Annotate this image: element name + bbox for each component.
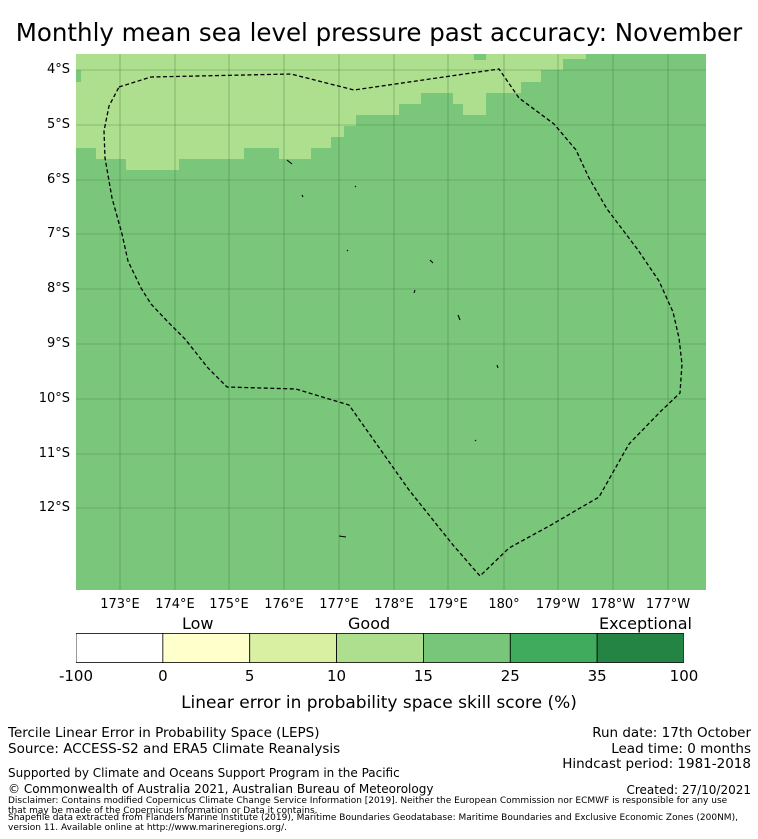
- island: [457, 314, 461, 321]
- colorbar-tick: 25: [500, 667, 520, 685]
- colorbar-segment: [423, 633, 511, 663]
- category-low: Low: [182, 614, 214, 633]
- copyright-text: © Commonwealth of Australia 2021, Austra…: [8, 782, 434, 796]
- colorbar-segment: [509, 633, 598, 663]
- skill-field-notch: [76, 70, 81, 82]
- support-text: Supported by Climate and Oceans Support …: [8, 766, 400, 780]
- island: [413, 289, 416, 294]
- lat-label: 12°S: [38, 500, 70, 515]
- colorbar-tick: 100: [669, 667, 699, 685]
- colorbar-tick: 10: [327, 667, 347, 685]
- lead-time: Lead time: 0 months: [611, 741, 751, 757]
- lon-label: 177°E: [319, 597, 359, 612]
- island: [354, 185, 357, 188]
- island: [429, 259, 434, 264]
- island: [286, 159, 293, 165]
- lon-label: 173°E: [100, 597, 140, 612]
- disclaimer-line-1: Disclaimer: Contains modified Copernicus…: [8, 796, 728, 806]
- skill-field-notch: [474, 54, 486, 60]
- colorbar-tick: 15: [413, 667, 433, 685]
- lat-label: 11°S: [38, 446, 70, 461]
- island: [346, 249, 349, 252]
- category-good: Good: [348, 614, 391, 633]
- lon-label: 179°E: [428, 597, 468, 612]
- colorbar-segment: [76, 633, 164, 663]
- island: [474, 439, 477, 442]
- disclaimer-line-2: that may be made of the Copernicus Infor…: [8, 806, 318, 816]
- lat-label: 10°S: [38, 391, 70, 406]
- created-date: Created: 27/10/2021: [626, 783, 751, 797]
- shapefile-line-1: Shapefile data extracted from Flanders M…: [8, 813, 738, 823]
- island: [496, 364, 499, 369]
- category-exceptional: Exceptional: [599, 614, 692, 633]
- colorbar-tick: 0: [158, 667, 168, 685]
- lat-label: 6°S: [46, 172, 70, 187]
- lat-label: 4°S: [46, 62, 70, 77]
- colorbar-label: Linear error in probability space skill …: [181, 693, 577, 713]
- method-text: Tercile Linear Error in Probability Spac…: [8, 725, 320, 741]
- island: [338, 535, 347, 538]
- lat-label: 9°S: [46, 336, 70, 351]
- colorbar-segment: [249, 633, 337, 663]
- colorbar-segment: [162, 633, 251, 663]
- lat-label: 8°S: [46, 281, 70, 296]
- skill-field-notch: [563, 60, 586, 70]
- graticule: [76, 54, 706, 590]
- shapefile-line-2: version 11. Available online at http://w…: [8, 823, 287, 833]
- colorbar-segment: [596, 633, 684, 663]
- hindcast-period: Hindcast period: 1981-2018: [562, 756, 751, 772]
- eez-boundary: [103, 68, 683, 577]
- skill-field-10-15: [76, 54, 706, 170]
- map-title: Monthly mean sea level pressure past acc…: [15, 18, 743, 47]
- lon-label: 178°W: [590, 597, 636, 612]
- colorbar-tick: 35: [587, 667, 607, 685]
- run-date: Run date: 17th October: [592, 725, 751, 741]
- lon-label: 174°E: [155, 597, 195, 612]
- lat-label: 7°S: [46, 226, 70, 241]
- lon-label: 177°W: [645, 597, 691, 612]
- lon-label: 176°E: [264, 597, 304, 612]
- islands: [286, 159, 499, 538]
- lon-label: 178°E: [374, 597, 414, 612]
- island: [301, 194, 304, 198]
- lat-label: 5°S: [46, 117, 70, 132]
- lon-label: 175°E: [209, 597, 249, 612]
- colorbar: [76, 633, 684, 663]
- lon-label: 180°: [488, 597, 520, 612]
- skill-map: [76, 54, 706, 590]
- colorbar-tick: 5: [244, 667, 255, 685]
- lon-label: 179°W: [535, 597, 581, 612]
- source-text: Source: ACCESS-S2 and ERA5 Climate Reana…: [8, 741, 341, 757]
- colorbar-tick: -100: [58, 667, 94, 685]
- colorbar-segment: [336, 633, 424, 663]
- skill-field-notch: [541, 70, 563, 82]
